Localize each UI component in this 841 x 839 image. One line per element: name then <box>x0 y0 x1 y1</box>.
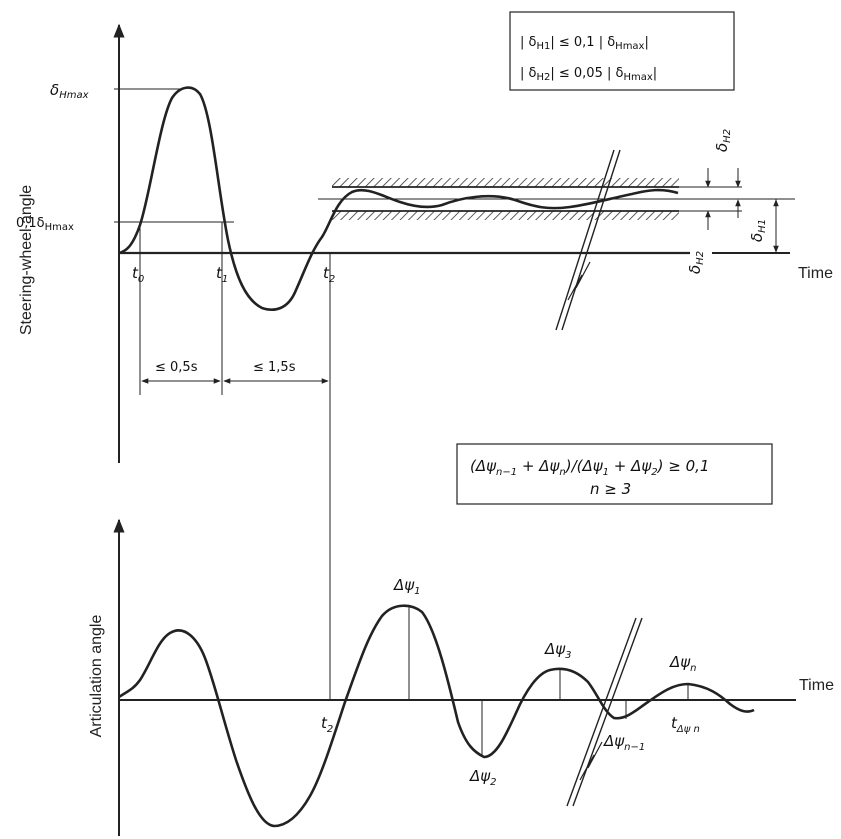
top-break-line-2 <box>561 149 621 331</box>
lower-tolerance-hatch <box>332 211 679 220</box>
dim-label-1: ≤ 0,5s <box>155 360 198 375</box>
bottom-break-zigzag <box>579 741 603 781</box>
t1-label: t1 <box>216 264 228 285</box>
steering-curve <box>118 86 679 311</box>
top-chart: δHmax 0,1δHmax t0 t1 t2 ≤ 0,5s ≤ 1,5s Ti… <box>16 11 833 700</box>
top-formula-box <box>509 11 735 91</box>
dim-label-2: ≤ 1,5s <box>253 360 296 375</box>
top-y-axis-title: Steering-wheel angle <box>18 185 35 335</box>
top-break-zigzag <box>567 261 591 301</box>
bottom-x-axis-title: Time <box>799 677 834 694</box>
dpsi-1-label: Δψ1 <box>393 576 421 597</box>
dpsi-3-label: Δψ3 <box>544 640 572 661</box>
ten-pct-label: 0,1δHmax <box>16 216 74 233</box>
dpsi-2-label: Δψ2 <box>469 767 497 788</box>
bottom-t2-label: t2 <box>321 714 333 735</box>
top-formula-line-2: | δH2| ≤ 0,05 | δHmax| <box>520 66 657 83</box>
bottom-formula-line-2: n ≥ 3 <box>590 480 631 498</box>
dh1-label: δH1 <box>748 219 768 242</box>
bottom-break-line <box>566 617 637 807</box>
articulation-curve <box>118 604 755 828</box>
t2-label: t2 <box>323 264 335 285</box>
top-break-line <box>555 149 615 331</box>
top-formula-line-1: | δH1| ≤ 0,1 | δHmax| <box>520 35 649 52</box>
hmax-label: δHmax <box>50 81 89 101</box>
upper-tolerance-hatch <box>332 178 679 187</box>
top-x-axis-title: Time <box>798 265 833 282</box>
dpsi-n-label: Δψn <box>669 653 697 674</box>
bottom-formula-box <box>456 443 773 505</box>
bottom-formula-line-1: (Δψn−1 + Δψn)/(Δψ1 + Δψ2) ≥ 0,1 <box>470 457 709 478</box>
t0-label: t0 <box>132 264 144 285</box>
dh2-upper-label: δH2 <box>713 129 733 152</box>
t-dpsin-label: tΔψ n <box>671 714 700 735</box>
bottom-y-axis-title: Articulation angle <box>88 615 105 738</box>
dpsi-n1-label: Δψn−1 <box>603 732 645 753</box>
bottom-chart: t2 Δψ1 Δψ2 Δψ3 Δψn−1 Δψn tΔψ n Time Arti… <box>88 443 834 836</box>
dh2-lower-label: δH2 <box>686 251 706 274</box>
bottom-break-line-2 <box>572 617 643 807</box>
